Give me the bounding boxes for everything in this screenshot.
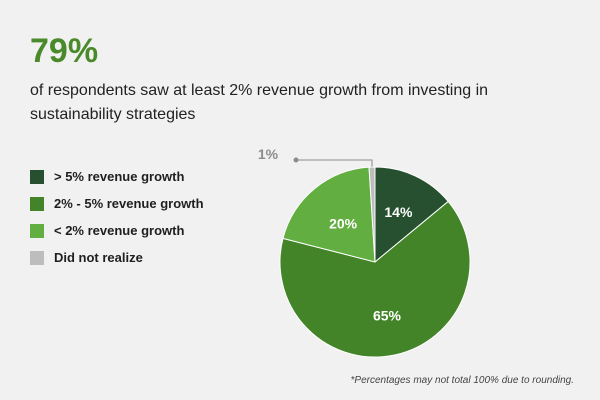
pie-slice-2-to-5 [279,200,471,358]
legend-label: > 5% revenue growth [54,169,185,184]
legend-label: Did not realize [54,250,143,265]
legend-item-below-2: < 2% revenue growth [30,217,204,244]
footnote: *Percentages may not total 100% due to r… [350,375,574,386]
pie-leader-line [296,159,373,168]
legend-swatch [30,196,44,211]
legend-label: < 2% revenue growth [54,223,185,238]
pie-label-below-2: 20% [329,215,358,231]
legend-item-above-5: > 5% revenue growth [30,163,204,190]
legend-swatch [30,250,44,265]
legend-swatch [30,223,44,238]
chart-legend: > 5% revenue growth 2% - 5% revenue grow… [30,163,204,271]
legend-item-2-to-5: 2% - 5% revenue growth [30,190,204,217]
pie-label-2-to-5: 65% [373,308,402,324]
pie-label-above-5: 14% [384,204,413,220]
headline-stat: 79% [30,32,99,70]
headline-subtitle: of respondents saw at least 2% revenue g… [30,82,489,123]
legend-swatch [30,169,44,184]
pie-label-did-not-realize: 1% [258,146,279,162]
pie-slice-above-5 [374,166,449,264]
pie-leader-dot [293,157,299,163]
legend-label: 2% - 5% revenue growth [54,196,204,211]
legend-item-did-not-realize: Did not realize [30,244,204,271]
pie-slice-below-2 [282,166,376,263]
